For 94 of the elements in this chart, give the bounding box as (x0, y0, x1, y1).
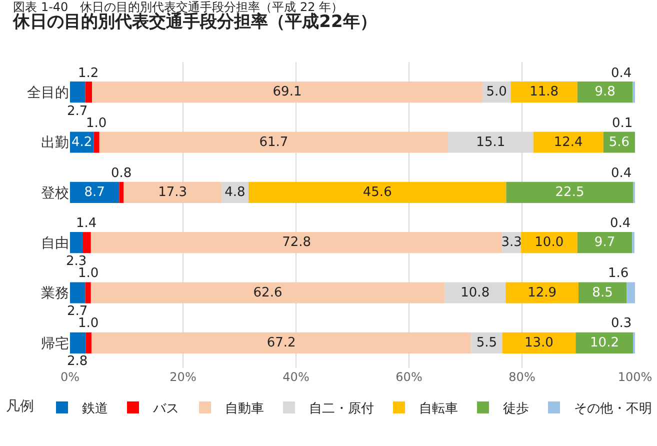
bar (510, 82, 578, 103)
x-tick-label: 60% (396, 370, 422, 384)
data-label: 67.2 (266, 335, 296, 350)
bar (85, 82, 92, 103)
legend-label: 鉄道 (82, 402, 108, 416)
x-tick-label: 40% (282, 370, 310, 384)
bar (92, 82, 482, 103)
data-label: 62.6 (253, 285, 282, 300)
data-label: 1.0 (86, 116, 107, 131)
data-label: 0.8 (111, 166, 132, 181)
data-label: 0.4 (611, 166, 632, 181)
bar (506, 282, 578, 304)
y-tick-label: 登校 (41, 185, 69, 202)
bar (603, 132, 635, 153)
data-label: 22.5 (555, 184, 584, 200)
data-label: 1.0 (78, 316, 99, 331)
data-label: 0.1 (612, 116, 633, 131)
bar (577, 232, 632, 254)
data-label: 2.7 (67, 104, 88, 119)
data-label: 11.8 (530, 84, 559, 100)
bar (70, 182, 120, 203)
bar (576, 332, 634, 354)
data-label: 1.6 (608, 266, 629, 281)
bar (506, 182, 634, 203)
bar (83, 232, 91, 254)
chart-subtitle: 休日の目的別代表交通手段分担率（平成22年） (12, 12, 377, 32)
data-label: 2.8 (67, 354, 88, 369)
data-label: 12.9 (528, 285, 557, 300)
bar (119, 182, 124, 203)
bar (577, 82, 633, 103)
legend-label: バス (152, 402, 179, 416)
bar (502, 332, 576, 354)
legend-title: 凡例 (6, 398, 34, 415)
bar (444, 282, 506, 304)
data-label: 69.1 (272, 84, 302, 100)
bar (124, 182, 222, 203)
bar (520, 232, 578, 254)
data-label: 5.0 (486, 84, 507, 100)
data-label: 1.4 (76, 216, 97, 231)
data-label: 8.7 (84, 184, 105, 200)
data-label: 2.3 (66, 254, 87, 269)
bar (248, 182, 506, 203)
data-label: 10.2 (590, 335, 619, 350)
data-label: 1.2 (78, 66, 99, 81)
bar (533, 132, 604, 153)
y-tick-label: 自由 (41, 235, 69, 252)
legend-label: 自転車 (419, 402, 458, 416)
data-label: 72.8 (282, 235, 312, 250)
bar (99, 132, 448, 153)
data-label: 10.8 (460, 285, 490, 300)
bar (94, 132, 100, 153)
data-label: 13.0 (524, 335, 554, 350)
x-tick-label: 80% (508, 370, 536, 384)
bar (91, 332, 472, 354)
data-label: 0.3 (611, 316, 632, 331)
data-label: 45.6 (362, 184, 392, 200)
data-label: 1.0 (78, 266, 99, 281)
y-tick-label: 全目的 (27, 85, 69, 101)
bar (70, 282, 86, 304)
bar (70, 232, 83, 254)
data-label: 0.4 (610, 216, 631, 231)
data-label: 12.4 (554, 134, 583, 150)
data-label: 10.0 (534, 235, 564, 250)
data-label: 4.8 (224, 184, 246, 200)
data-label: 4.2 (72, 134, 92, 150)
data-label: 9.7 (594, 235, 616, 250)
data-label: 5.6 (608, 134, 630, 150)
legend-label: その他・不明 (574, 402, 652, 416)
bar (626, 282, 635, 304)
x-tick-label: 20% (170, 370, 196, 384)
bar (86, 332, 92, 354)
bar (70, 82, 86, 103)
data-label: 61.7 (259, 134, 288, 150)
legend-label: 自動車 (225, 402, 264, 416)
bar (578, 282, 627, 304)
x-tick-label: 0% (60, 370, 80, 384)
data-label: 15.1 (476, 134, 506, 150)
y-tick-label: 業務 (41, 286, 69, 302)
data-label: 9.8 (594, 84, 616, 100)
y-tick-label: 出勤 (41, 135, 69, 152)
legend-label: 自二・原付 (309, 402, 374, 416)
data-label: 5.5 (476, 335, 498, 350)
bar (90, 232, 502, 254)
bar (90, 282, 445, 304)
data-label: 17.3 (158, 184, 188, 200)
legend-label: 徒歩 (503, 402, 529, 416)
y-tick-label: 帰宅 (41, 336, 69, 352)
data-label: 2.7 (67, 304, 88, 319)
data-label: 8.5 (592, 285, 613, 300)
bar (70, 332, 86, 354)
bar (85, 282, 91, 304)
x-tick-label: 100% (618, 370, 652, 384)
data-label: 0.4 (611, 66, 632, 81)
data-label: 3.3 (501, 235, 522, 250)
